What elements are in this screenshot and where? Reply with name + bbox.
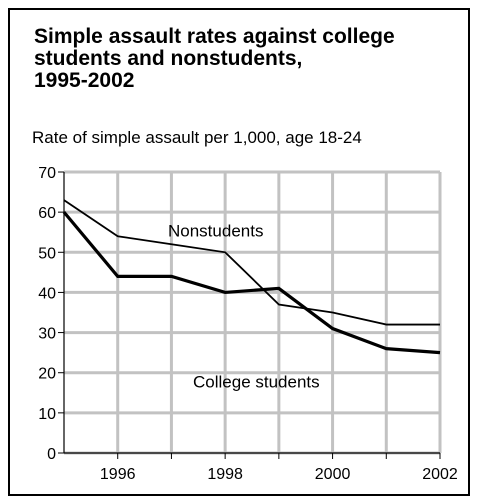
series-lines xyxy=(62,199,441,355)
x-tick-labels: 1996 1998 2000 2002 xyxy=(100,466,458,483)
series-line-college-students xyxy=(62,211,441,355)
axes xyxy=(58,171,441,459)
x-tick-label: 1996 xyxy=(100,466,136,483)
grid xyxy=(64,170,442,455)
y-tick-label: 70 xyxy=(38,165,56,182)
y-tick-label: 60 xyxy=(38,205,56,222)
y-tick-labels: 0 10 20 30 40 50 60 70 xyxy=(38,165,56,463)
y-tick-label: 10 xyxy=(38,406,56,423)
series-label-college-students: College students xyxy=(193,373,320,392)
y-tick-label: 50 xyxy=(38,245,56,262)
series-labels: Nonstudents College students xyxy=(168,221,320,391)
series-line-nonstudents xyxy=(63,199,440,326)
x-tick-label: 2000 xyxy=(315,466,351,483)
y-tick-label: 0 xyxy=(47,446,56,463)
x-tick-label: 1998 xyxy=(207,466,243,483)
y-tick-label: 30 xyxy=(38,326,56,343)
y-tick-label: 20 xyxy=(38,366,56,383)
x-tick-label: 2002 xyxy=(422,466,458,483)
chart-title: Simple assault rates against college stu… xyxy=(34,25,395,92)
y-tick-label: 40 xyxy=(38,285,56,302)
chart-subtitle: Rate of simple assault per 1,000, age 18… xyxy=(32,128,362,147)
series-label-nonstudents: Nonstudents xyxy=(168,221,263,240)
